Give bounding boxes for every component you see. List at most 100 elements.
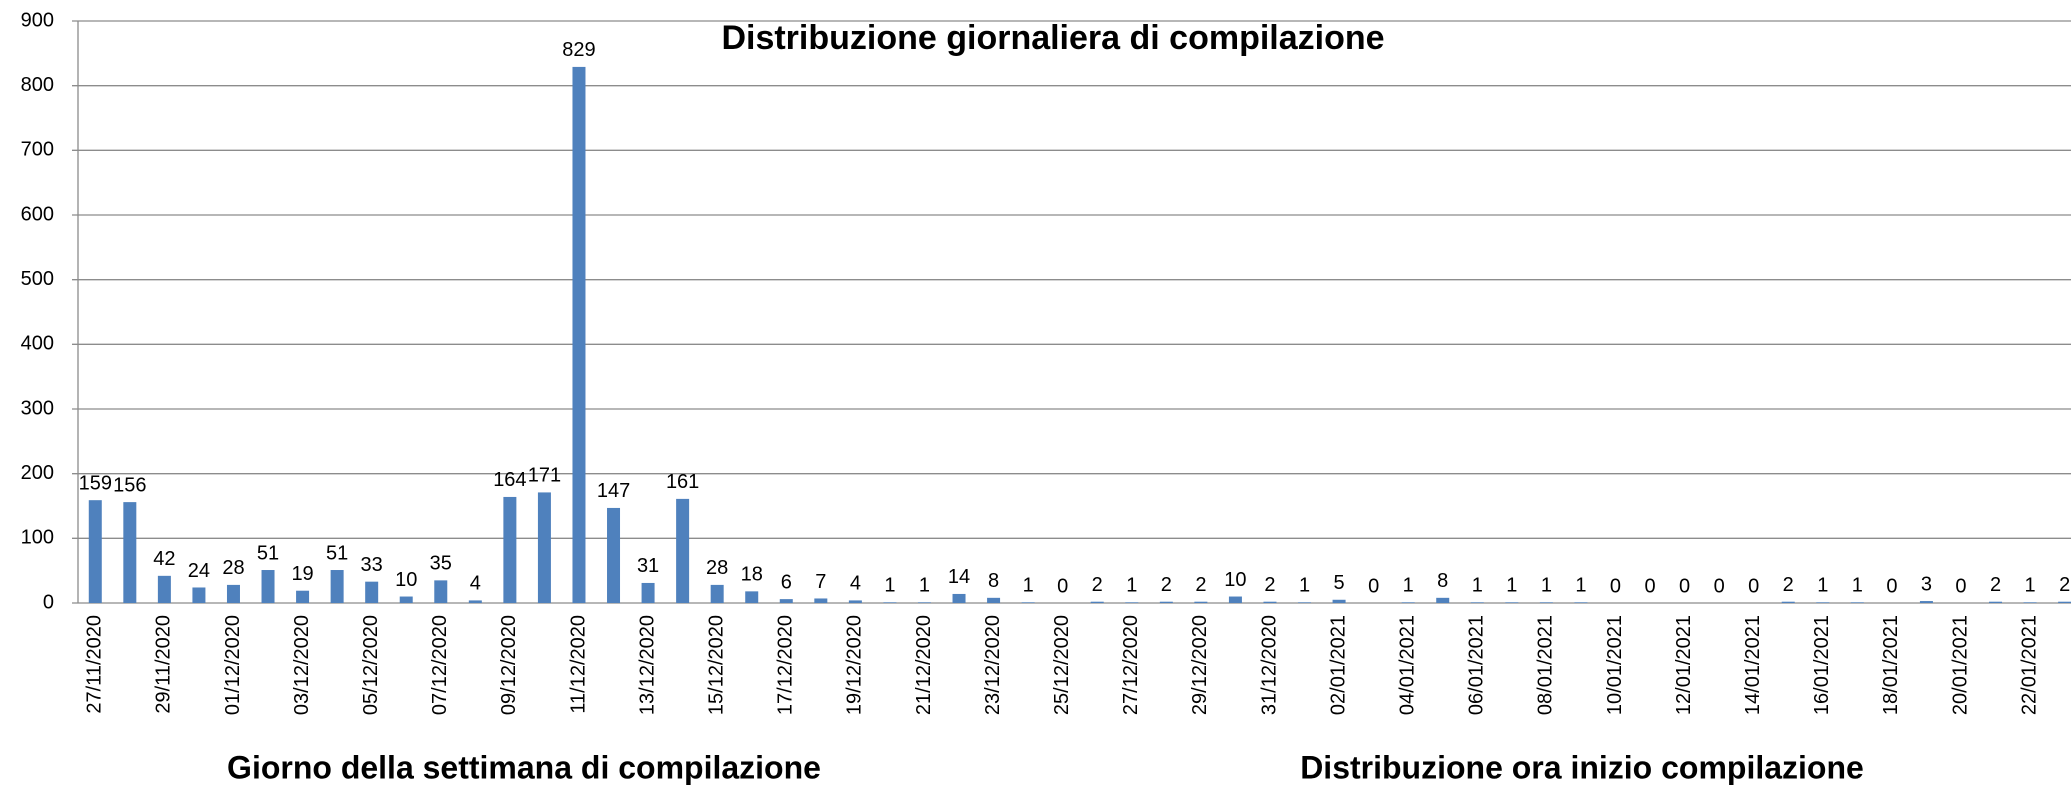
- bar: [1263, 601, 1277, 603]
- bar: [1989, 601, 2003, 603]
- data-label: 829: [562, 39, 595, 61]
- y-tick-label: 300: [21, 397, 54, 419]
- bar: [2023, 602, 2037, 603]
- data-label: 0: [1748, 575, 1759, 597]
- bar: [745, 591, 759, 603]
- x-tick-label: 11/12/2020: [567, 615, 589, 714]
- data-label: 2: [1783, 574, 1794, 596]
- y-tick-label: 100: [21, 527, 54, 549]
- bar: [883, 602, 897, 603]
- data-label: 2: [1990, 574, 2001, 596]
- bar: [226, 584, 240, 603]
- x-tick-label: 09/12/2020: [498, 615, 520, 715]
- x-tick-label: 05/12/2020: [360, 615, 382, 715]
- data-label: 1: [1403, 575, 1414, 597]
- x-tick-label: 13/12/2020: [636, 615, 658, 715]
- data-label: 0: [1057, 575, 1068, 597]
- y-tick-label: 800: [21, 74, 54, 96]
- data-label: 35: [430, 553, 452, 575]
- data-label: 28: [222, 557, 244, 579]
- data-label: 0: [1644, 575, 1655, 597]
- data-label: 51: [326, 542, 348, 564]
- data-label: 2: [1092, 574, 1103, 596]
- data-label: 0: [1610, 575, 1621, 597]
- bar: [1539, 602, 1553, 603]
- bar: [1470, 602, 1484, 603]
- bar: [1298, 602, 1312, 603]
- x-tick-label: 02/01/2021: [1327, 615, 1349, 715]
- data-label: 14: [948, 566, 970, 588]
- data-label: 0: [1714, 575, 1725, 597]
- y-tick-label: 400: [21, 333, 54, 355]
- data-label: 4: [470, 573, 481, 595]
- data-label: 0: [1368, 575, 1379, 597]
- x-tick-label: 16/01/2021: [1811, 615, 1833, 715]
- data-label: 0: [1886, 575, 1897, 597]
- bar: [537, 492, 551, 603]
- bar: [434, 580, 448, 603]
- data-label: 0: [1955, 575, 1966, 597]
- data-label: 1: [1541, 575, 1552, 597]
- bar: [1436, 597, 1450, 603]
- bar: [88, 500, 102, 603]
- x-tick-label: 23/12/2020: [982, 615, 1004, 715]
- bar: [1159, 601, 1173, 603]
- data-label: 7: [815, 571, 826, 593]
- x-tick-label: 25/12/2020: [1051, 615, 1073, 715]
- x-tick-label: 22/01/2021: [2018, 615, 2040, 715]
- x-tick-label: 29/11/2020: [153, 615, 175, 714]
- y-tick-label: 500: [21, 268, 54, 290]
- bar: [192, 587, 206, 603]
- data-label: 51: [257, 542, 279, 564]
- bar: [330, 570, 344, 603]
- x-tick-label: 31/12/2020: [1258, 615, 1280, 715]
- data-label: 19: [291, 563, 313, 585]
- data-label: 2: [1264, 574, 1275, 596]
- data-label: 8: [1437, 570, 1448, 592]
- bar: [1228, 596, 1242, 603]
- bar: [1781, 601, 1795, 603]
- x-tick-label: 15/12/2020: [705, 615, 727, 715]
- bar: [779, 599, 793, 603]
- data-label: 3: [1921, 573, 1932, 595]
- bar: [814, 598, 828, 603]
- annotation: Giorno della settimana di compilazione: [227, 749, 821, 785]
- data-label: 171: [528, 465, 561, 487]
- bar: [365, 581, 379, 603]
- x-tick-label: 06/01/2021: [1466, 615, 1488, 715]
- data-label: 5: [1334, 572, 1345, 594]
- bar: [1505, 602, 1519, 603]
- data-label: 18: [741, 564, 763, 586]
- x-tick-label: 27/11/2020: [84, 615, 106, 714]
- bar: [1125, 602, 1139, 603]
- data-label: 28: [706, 557, 728, 579]
- x-tick-label: 12/01/2021: [1673, 615, 1695, 715]
- data-label: 2: [1161, 574, 1172, 596]
- data-label: 24: [188, 560, 210, 582]
- x-tick-label: 04/01/2021: [1396, 615, 1418, 715]
- data-label: 1: [1817, 575, 1828, 597]
- x-tick-label: 29/12/2020: [1189, 615, 1211, 715]
- data-label: 0: [1679, 575, 1690, 597]
- data-label: 156: [113, 474, 146, 496]
- bar: [157, 575, 171, 603]
- data-label: 1: [1506, 575, 1517, 597]
- x-tick-label: 10/01/2021: [1604, 615, 1626, 715]
- bar: [1919, 601, 1933, 603]
- bar: [917, 602, 931, 603]
- y-tick-label: 900: [21, 9, 54, 31]
- data-label: 4: [850, 573, 861, 595]
- chart-title: Distribuzione giornaliera di compilazion…: [721, 19, 1384, 57]
- data-label: 10: [1224, 569, 1246, 591]
- bar: [987, 597, 1001, 603]
- bar: [848, 600, 862, 603]
- data-label: 10: [395, 569, 417, 591]
- x-tick-label: 21/12/2020: [913, 615, 935, 715]
- bar: [1021, 602, 1035, 603]
- data-label: 1: [1575, 575, 1586, 597]
- bar: [1090, 601, 1104, 603]
- bar: [468, 600, 482, 603]
- data-label: 42: [153, 548, 175, 570]
- data-label: 8: [988, 570, 999, 592]
- data-label: 147: [597, 480, 630, 502]
